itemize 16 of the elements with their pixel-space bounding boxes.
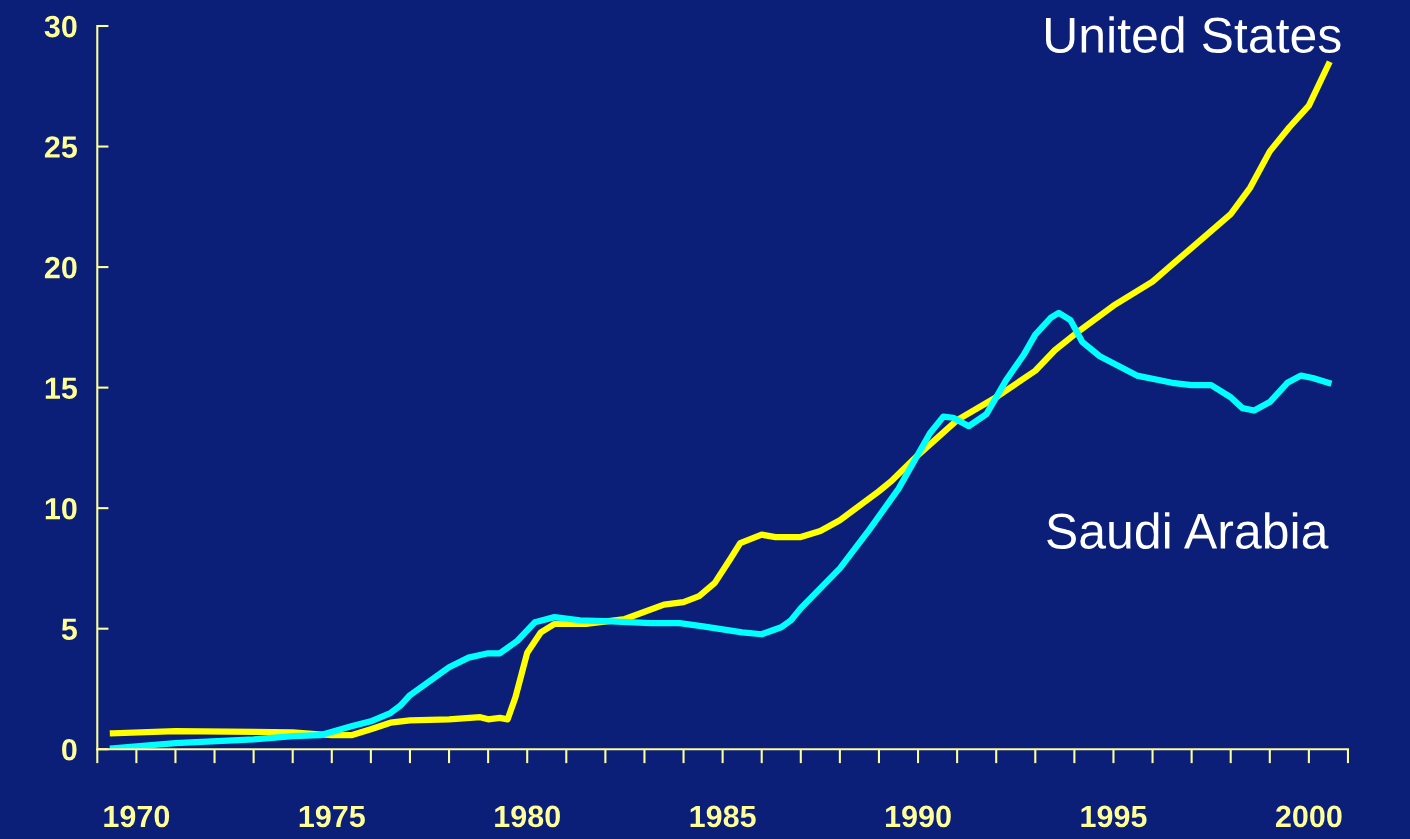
y-tick-label: 5 [61,618,77,641]
y-tick-label: 15 [45,377,77,399]
y-tick-label: 20 [44,256,77,279]
text: Saudi Arabia [1047,512,1329,549]
series-label: United States [1046,16,1341,53]
x-tick-label: 1975 [299,805,365,828]
x-tick-label: 1980 [495,805,560,828]
y-tick-label: 0 [62,738,77,761]
y-tick-label: 10 [45,497,77,520]
y-tick-label: 25 [44,136,77,158]
y-tick-label: 30 [44,15,77,38]
x-tick-label: 2000 [1275,805,1342,828]
x-tick-label: 1970 [104,805,170,828]
x-tick-label: 1985 [690,805,756,828]
x-tick-label: 1990 [885,805,951,828]
x-tick-label: 1995 [1081,805,1147,828]
